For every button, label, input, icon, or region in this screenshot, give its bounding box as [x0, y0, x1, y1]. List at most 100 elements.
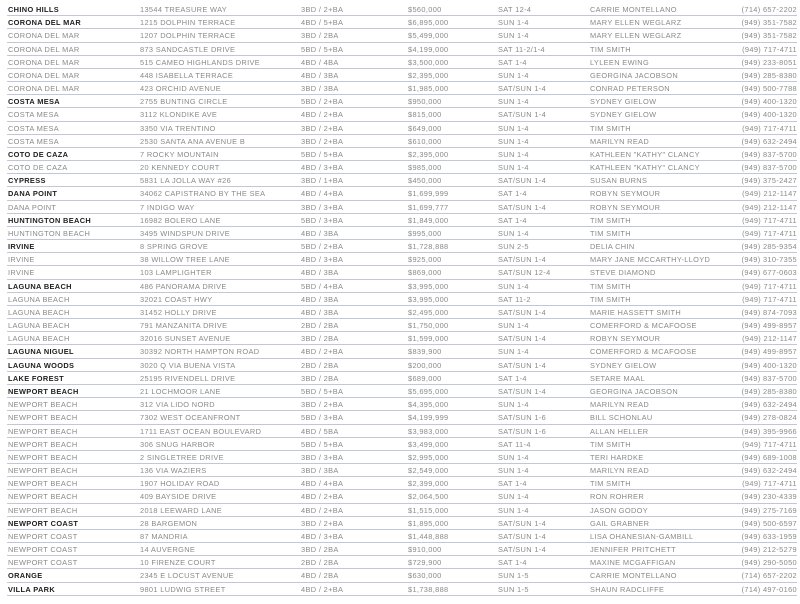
listing-row: CYPRESS 5831 LA JOLLA WAY #26 3BD / 1+BA $4… [7, 174, 797, 188]
listing-address: 1907 HOLIDAY ROAD [140, 479, 220, 489]
listing-phone: (949) 212-1147 [742, 334, 797, 344]
listing-beds: 3BD / 2BA [301, 373, 339, 383]
listing-price: $1,599,000 [408, 334, 449, 344]
listing-phone: (949) 400-1320 [741, 97, 797, 107]
listing-row: NEWPORT COAST 10 FIRENZE COURT 2BD / 2BA $7… [7, 556, 797, 570]
listing-phone: (949) 230-4339 [741, 492, 797, 502]
listing-city: COSTA MESA [8, 136, 60, 146]
listing-city: LAGUNA BEACH [8, 294, 70, 304]
listing-address: 306 SNUG HARBOR [140, 439, 215, 449]
listing-time: SAT 1-4 [498, 189, 527, 199]
listing-phone: (949) 500-7788 [741, 84, 797, 94]
listing-time: SAT 11-2/1-4 [498, 44, 545, 54]
listing-beds: 4BD / 2+BA [301, 347, 344, 357]
listing-time: SUN 1-4 [498, 452, 529, 462]
listing-city: NEWPORT BEACH [8, 426, 78, 436]
listing-row: CHINO HILLS 13544 TREASURE WAY 3BD / 2+BA $… [7, 3, 797, 17]
listing-phone: (949) 375-2427 [741, 176, 797, 186]
listing-time: SUN 1-5 [498, 584, 529, 594]
listing-address: 2018 LEEWARD LANE [140, 505, 223, 515]
listing-price: $815,000 [408, 110, 442, 120]
listing-beds: 2BD / 2BA [301, 360, 339, 370]
listing-city: NEWPORT COAST [8, 518, 79, 528]
listing-phone: (949) 351-7582 [741, 18, 797, 28]
listing-beds: 3BD / 2BA [301, 31, 339, 41]
listing-phone: (949) 874-7093 [741, 307, 797, 317]
listing-row: CORONA DEL MAR 423 ORCHID AVENUE 3BD / 3BA… [7, 82, 797, 96]
listing-price: $610,000 [408, 136, 442, 146]
listing-agent: TIM SMITH [590, 439, 631, 449]
listing-agent: MARILYN READ [590, 136, 650, 146]
listing-time: SAT/SUN 1-4 [498, 360, 547, 370]
listing-city: IRVINE [8, 268, 35, 278]
listing-beds: 4BD / 3BA [301, 294, 339, 304]
listing-phone: (949) 285-9354 [741, 242, 797, 252]
listing-beds: 5BD / 5+BA [301, 44, 344, 54]
listing-agent: SYDNEY GIELOW [590, 97, 657, 107]
listing-city: COSTA MESA [8, 97, 60, 107]
listing-agent: MARY ELLEN WEGLARZ [590, 31, 682, 41]
listing-city: LAKE FOREST [8, 373, 64, 383]
listing-city: DANA POINT [8, 202, 57, 212]
listing-address: 448 ISABELLA TERRACE [140, 70, 234, 80]
listing-row: NEWPORT BEACH 306 SNUG HARBOR 5BD / 5+BA $3… [7, 438, 797, 451]
listing-agent: SUSAN BURNS [590, 176, 648, 186]
listing-row: NEWPORT COAST 14 AUVERGNE 3BD / 2BA $910,00… [7, 543, 797, 557]
listing-phone: (949) 212-5279 [741, 545, 797, 555]
listing-city: NEWPORT BEACH [8, 386, 79, 396]
listing-row: NEWPORT BEACH 1711 EAST OCEAN BOULEVARD 4B… [7, 425, 797, 438]
listing-row: IRVINE 38 WILLOW TREE LANE 4BD / 3+BA $925,… [7, 253, 797, 267]
listing-city: CORONA DEL MAR [8, 44, 80, 54]
listing-time: SAT/SUN 1-6 [498, 426, 547, 436]
listing-price: $4,395,000 [408, 400, 449, 410]
listing-row: NEWPORT BEACH 409 BAYSIDE DRIVE 4BD / 2+BA… [7, 490, 797, 504]
listing-row: COSTA MESA 3350 VIA TRENTINO 3BD / 2+BA $64… [7, 122, 797, 135]
listing-address: 30392 NORTH HAMPTON ROAD [140, 347, 260, 357]
listing-price: $2,395,000 [408, 70, 449, 80]
listing-city: NEWPORT BEACH [8, 505, 78, 515]
listing-phone: (949) 400-1320 [741, 110, 797, 120]
listing-time: SUN 1-4 [498, 281, 529, 291]
listing-agent: LISA OHANESIAN-GAMBILL [590, 531, 694, 541]
listing-beds: 4BD / 3+BA [301, 163, 344, 173]
listing-beds: 3BD / 2BA [301, 545, 339, 555]
listing-agent: JASON GODOY [590, 505, 649, 515]
listing-address: 7 INDIGO WAY [140, 202, 195, 212]
listing-beds: 4BD / 3+BA [301, 255, 344, 265]
listing-address: 21 LOCHMOOR LANE [140, 386, 221, 396]
listing-address: 14 AUVERGNE [140, 545, 196, 555]
listing-agent: CARRIE MONTELLANO [590, 571, 677, 581]
listing-phone: (949) 837-5700 [741, 373, 797, 383]
listing-address: 423 ORCHID AVENUE [140, 84, 221, 94]
listing-row: ORANGE 2345 E LOCUST AVENUE 4BD / 2BA $630,… [7, 569, 797, 583]
listing-agent: SYDNEY GIELOW [590, 360, 657, 370]
listing-beds: 3BD / 2+BA [301, 136, 344, 146]
listing-phone: (949) 275-7169 [741, 505, 797, 515]
listing-row: COTO DE CAZA 20 KENNEDY COURT 4BD / 3+BA $9… [7, 161, 797, 175]
listing-beds: 4BD / 3+BA [301, 531, 344, 541]
listing-beds: 4BD / 3BA [301, 307, 339, 317]
listing-phone: (949) 500-6597 [741, 518, 797, 528]
listing-city: LAGUNA BEACH [8, 334, 70, 344]
listing-phone: (949) 285-8380 [741, 70, 797, 80]
listing-address: 31452 HOLLY DRIVE [140, 307, 217, 317]
listing-address: 2755 BUNTING CIRCLE [140, 97, 228, 107]
listing-row: CORONA DEL MAR 1207 DOLPHIN TERRACE 3BD / … [7, 29, 797, 43]
listing-price: $985,000 [408, 163, 442, 173]
listing-agent: DELIA CHIN [590, 242, 635, 252]
listing-address: 103 LAMPLIGHTER [140, 268, 212, 278]
listing-agent: GEORGINA JACOBSON [590, 386, 679, 396]
listing-agent: SYDNEY GIELOW [590, 110, 657, 120]
listing-address: 32021 COAST HWY [140, 294, 213, 304]
listing-agent: CARRIE MONTELLANO [590, 5, 677, 14]
listing-agent: LYLEEN EWING [590, 57, 650, 67]
listing-time: SUN 1-4 [498, 123, 529, 133]
listing-address: 10 FIRENZE COURT [140, 558, 216, 568]
listing-phone: (949) 212-1147 [742, 189, 797, 199]
listing-row: COSTA MESA 2530 SANTA ANA AVENUE B 3BD / 2… [7, 135, 797, 148]
listing-city: DANA POINT [8, 189, 58, 199]
listing-time: SAT/SUN 1-4 [498, 531, 547, 541]
listing-phone: (949) 499-8957 [741, 321, 797, 331]
listing-price: $3,995,000 [408, 281, 449, 291]
listing-time: SAT 1-4 [498, 215, 527, 225]
